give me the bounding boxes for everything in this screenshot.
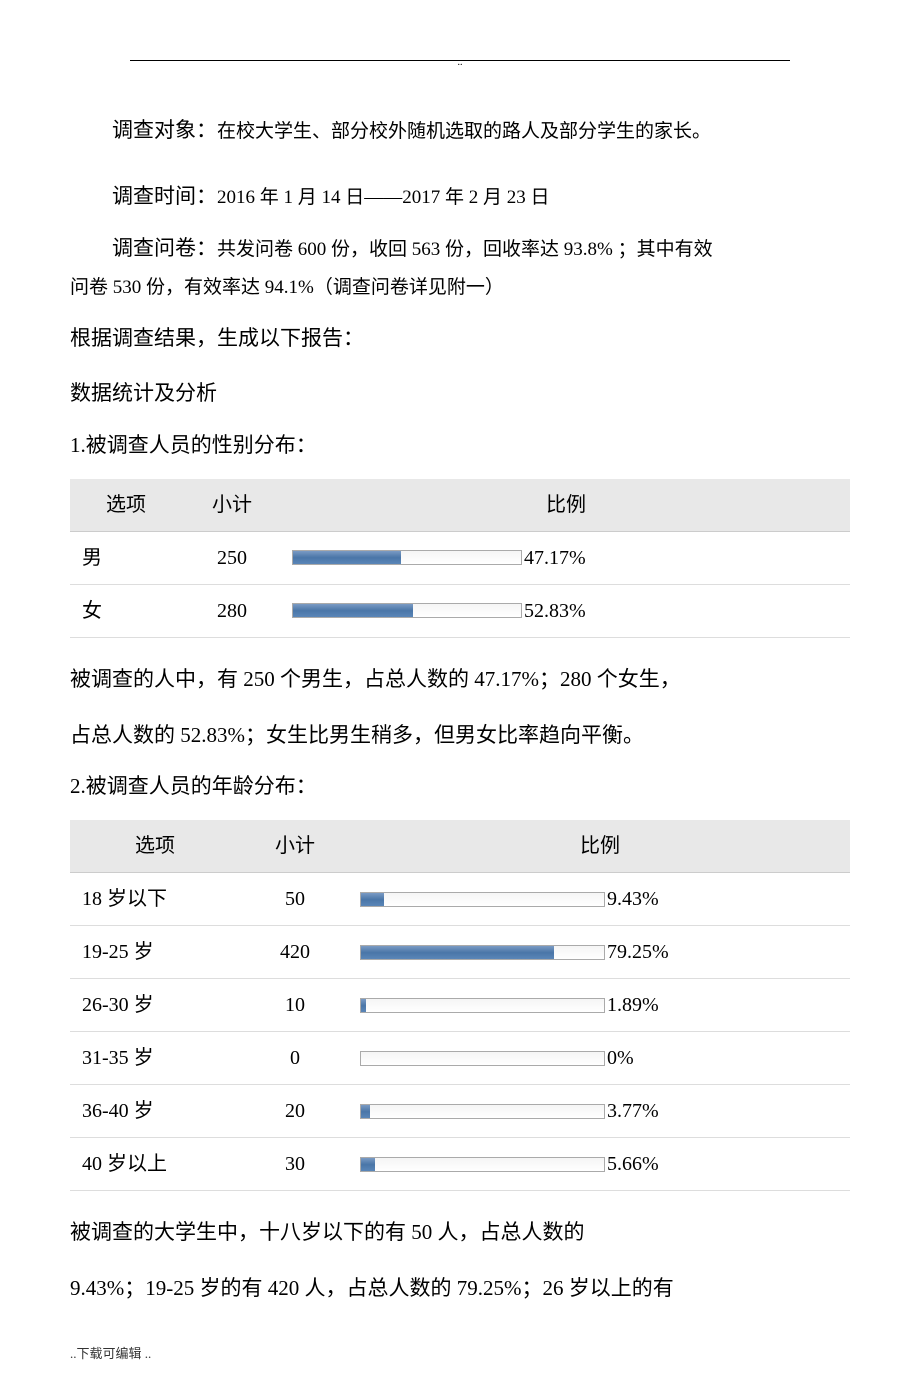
- bar-wrap: 0%: [360, 1040, 840, 1076]
- cell-ratio: 0%: [350, 1032, 850, 1085]
- bar-track: [360, 998, 605, 1013]
- bar-label: 5.66%: [607, 1146, 659, 1182]
- cell-option: 19-25 岁: [70, 926, 240, 979]
- intro-line: 根据调查结果，生成以下报告：: [70, 320, 850, 358]
- th-ratio: 比例: [350, 820, 850, 873]
- cell-option: 36-40 岁: [70, 1085, 240, 1138]
- table-header-row: 选项 小计 比例: [70, 820, 850, 873]
- bar-fill: [293, 604, 413, 617]
- bar-fill: [361, 1158, 375, 1171]
- table-header-row: 选项 小计 比例: [70, 479, 850, 532]
- table-row: 男250 47.17%: [70, 531, 850, 584]
- bar-fill: [361, 1105, 370, 1118]
- header-dots: ..: [70, 54, 850, 72]
- q1-title: 1.被调查人员的性别分布：: [70, 427, 850, 465]
- survey-target-label: 调查对象：: [112, 118, 217, 142]
- survey-questionnaire-paragraph: 调查问卷：共发问卷 600 份，收回 563 份，回收率达 93.8% ；其中有…: [70, 230, 850, 268]
- table-row: 36-40 岁20 3.77%: [70, 1085, 850, 1138]
- q2-table: 选项 小计 比例 18 岁以下50 9.43% 19-25 岁420 79.25% 26…: [70, 820, 850, 1191]
- cell-ratio: 1.89%: [350, 979, 850, 1032]
- cell-count: 10: [240, 979, 350, 1032]
- cell-ratio: 3.77%: [350, 1085, 850, 1138]
- bar-fill: [361, 893, 384, 906]
- table-row: 19-25 岁420 79.25%: [70, 926, 850, 979]
- survey-questionnaire-label: 调查问卷：: [112, 236, 217, 260]
- cell-count: 20: [240, 1085, 350, 1138]
- cell-count: 420: [240, 926, 350, 979]
- cell-ratio: 52.83%: [282, 584, 850, 637]
- th-ratio: 比例: [282, 479, 850, 532]
- cell-option: 31-35 岁: [70, 1032, 240, 1085]
- bar-track: [360, 945, 605, 960]
- bar-label: 3.77%: [607, 1093, 659, 1129]
- cell-option: 26-30 岁: [70, 979, 240, 1032]
- bar-track: [360, 1051, 605, 1066]
- bar-track: [360, 1104, 605, 1119]
- cell-option: 女: [70, 584, 182, 637]
- bar-label: 52.83%: [524, 593, 586, 629]
- survey-target-text: 在校大学生、部分校外随机选取的路人及部分学生的家长。: [217, 121, 711, 142]
- bar-wrap: 52.83%: [292, 593, 840, 629]
- bar-wrap: 3.77%: [360, 1093, 840, 1129]
- cell-ratio: 47.17%: [282, 531, 850, 584]
- cell-option: 40 岁以上: [70, 1138, 240, 1191]
- bar-fill: [361, 946, 554, 959]
- cell-ratio: 5.66%: [350, 1138, 850, 1191]
- bar-track: [360, 892, 605, 907]
- survey-time-text: 2016 年 1 月 14 日——2017 年 2 月 23 日: [217, 187, 550, 208]
- cell-option: 18 岁以下: [70, 873, 240, 926]
- bar-wrap: 1.89%: [360, 987, 840, 1023]
- bar-label: 47.17%: [524, 540, 586, 576]
- bar-track: [292, 550, 522, 565]
- footer-text: ..下载可编辑 ..: [70, 1342, 850, 1365]
- th-count: 小计: [182, 479, 282, 532]
- table-row: 40 岁以上30 5.66%: [70, 1138, 850, 1191]
- cell-ratio: 9.43%: [350, 873, 850, 926]
- survey-time-paragraph: 调查时间：2016 年 1 月 14 日——2017 年 2 月 23 日: [70, 178, 850, 216]
- header-rule: [130, 60, 790, 61]
- cell-count: 0: [240, 1032, 350, 1085]
- cell-count: 50: [240, 873, 350, 926]
- survey-target-paragraph: 调查对象：在校大学生、部分校外随机选取的路人及部分学生的家长。: [70, 112, 850, 150]
- survey-time-label: 调查时间：: [112, 184, 217, 208]
- q1-table: 选项 小计 比例 男250 47.17% 女280 52.83%: [70, 479, 850, 638]
- bar-fill: [361, 999, 366, 1012]
- q1-analysis-1: 被调查的人中，有 250 个男生，占总人数的 47.17%；280 个女生，: [70, 656, 850, 702]
- table-row: 女280 52.83%: [70, 584, 850, 637]
- cell-count: 30: [240, 1138, 350, 1191]
- bar-wrap: 47.17%: [292, 540, 840, 576]
- q2-title: 2.被调查人员的年龄分布：: [70, 768, 850, 806]
- bar-label: 0%: [607, 1040, 634, 1076]
- bar-track: [292, 603, 522, 618]
- th-option: 选项: [70, 820, 240, 873]
- survey-questionnaire-text1: 共发问卷 600 份，收回 563 份，回收率达 93.8% ；其中有效: [217, 239, 713, 260]
- th-option: 选项: [70, 479, 182, 532]
- table-row: 18 岁以下50 9.43%: [70, 873, 850, 926]
- table-row: 31-35 岁0 0%: [70, 1032, 850, 1085]
- cell-ratio: 79.25%: [350, 926, 850, 979]
- q2-analysis-1: 被调查的大学生中，十八岁以下的有 50 人，占总人数的: [70, 1209, 850, 1255]
- bar-track: [360, 1157, 605, 1172]
- cell-count: 250: [182, 531, 282, 584]
- survey-questionnaire-cont: 问卷 530 份，有效率达 94.1%（调查问卷详见附一）: [70, 271, 850, 305]
- table-row: 26-30 岁10 1.89%: [70, 979, 850, 1032]
- bar-fill: [293, 551, 401, 564]
- bar-label: 79.25%: [607, 934, 669, 970]
- bar-wrap: 5.66%: [360, 1146, 840, 1182]
- bar-label: 1.89%: [607, 987, 659, 1023]
- cell-option: 男: [70, 531, 182, 584]
- th-count: 小计: [240, 820, 350, 873]
- q1-analysis-2: 占总人数的 52.83%；女生比男生稍多，但男女比率趋向平衡。: [70, 712, 850, 758]
- q2-analysis-2: 9.43%；19-25 岁的有 420 人，占总人数的 79.25%；26 岁以…: [70, 1265, 850, 1311]
- bar-wrap: 79.25%: [360, 934, 840, 970]
- bar-wrap: 9.43%: [360, 881, 840, 917]
- stats-heading: 数据统计及分析: [70, 375, 850, 413]
- bar-label: 9.43%: [607, 881, 659, 917]
- cell-count: 280: [182, 584, 282, 637]
